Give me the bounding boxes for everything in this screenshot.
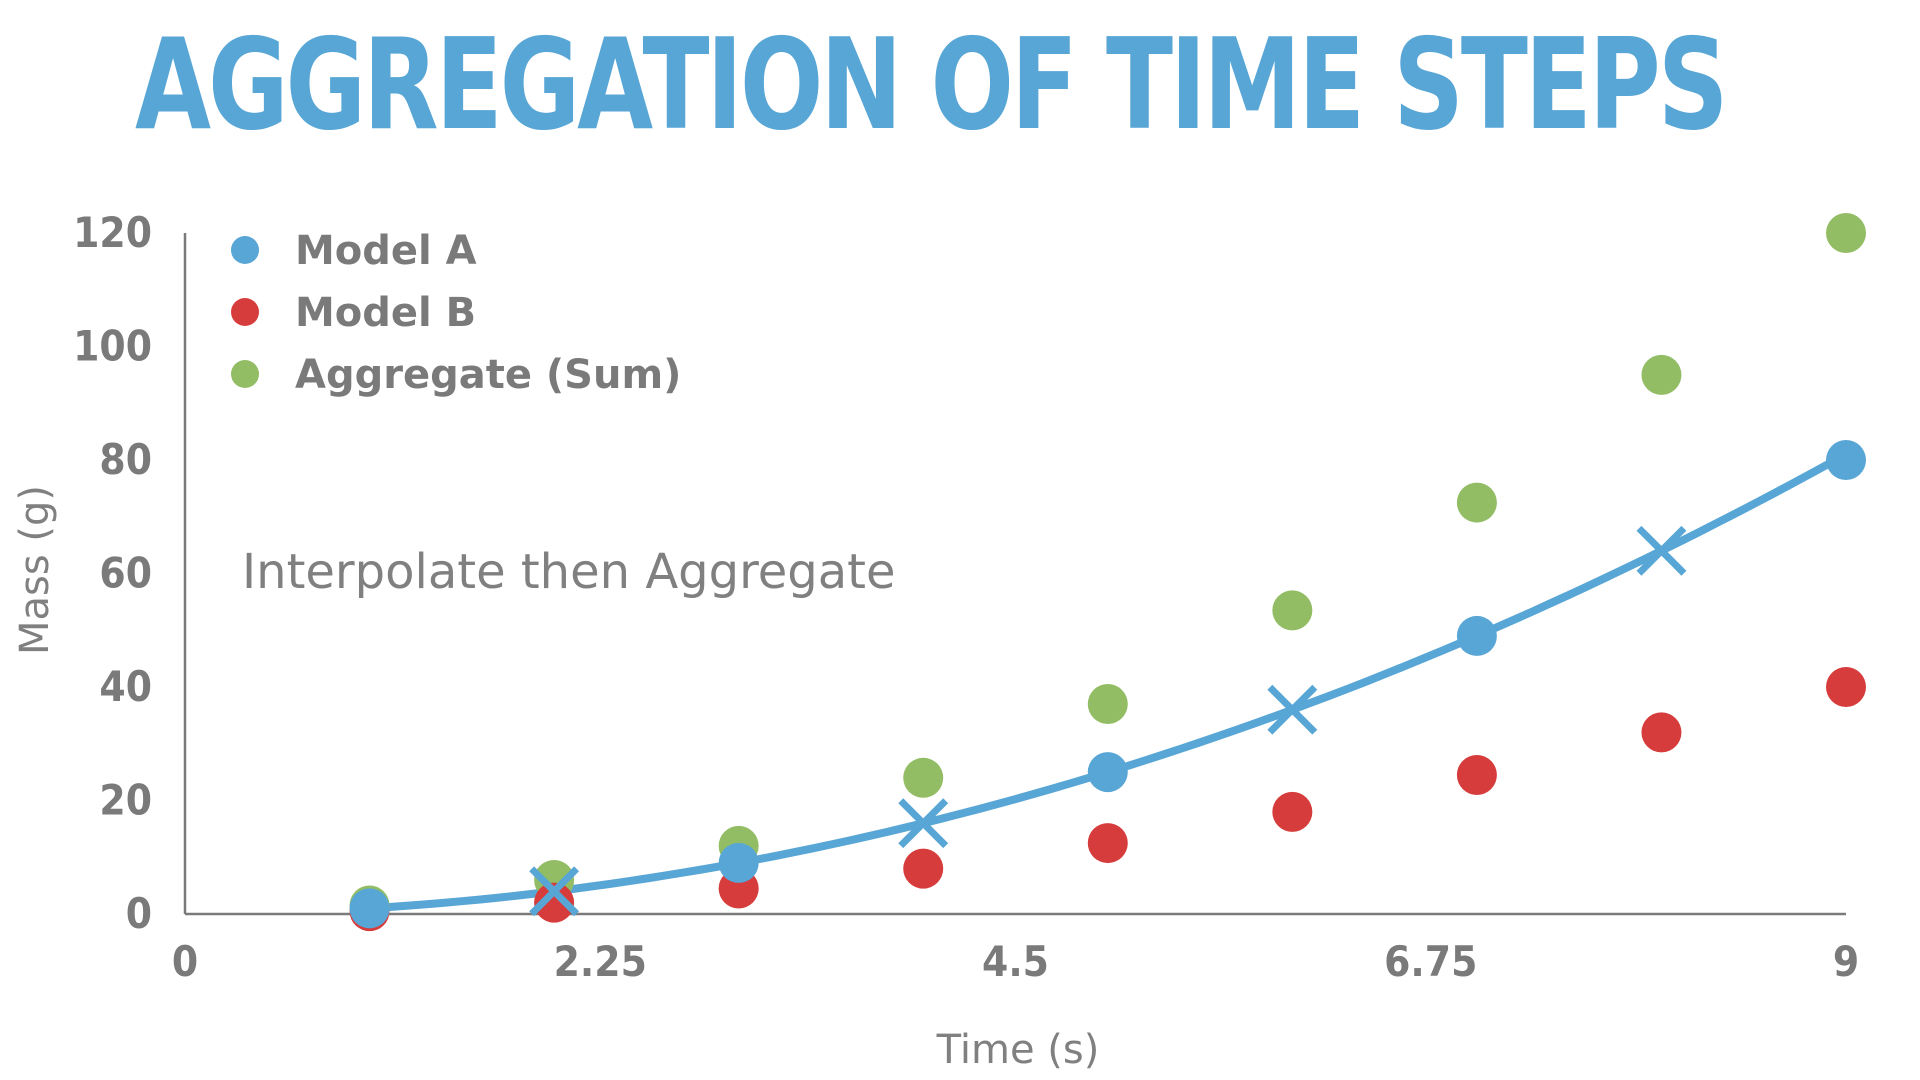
interpolated-x-marker <box>1636 525 1687 576</box>
model-b-point <box>1826 667 1866 707</box>
x-marker-stroke <box>898 798 949 849</box>
aggregate-point <box>1087 684 1128 725</box>
model-b-point <box>903 848 944 889</box>
model-a-point <box>1087 752 1128 793</box>
y-tick-label: 80 <box>99 435 152 484</box>
x-tick-label: 9 <box>1833 937 1859 986</box>
legend-label: Model A <box>295 228 477 274</box>
model-b-point <box>534 882 575 923</box>
x-marker-stroke <box>1636 525 1687 576</box>
legend-marker <box>231 236 259 264</box>
aggregate-point <box>903 757 944 798</box>
legend-label: Aggregate (Sum) <box>295 352 681 398</box>
interpolated-x-marker <box>898 798 949 849</box>
chart-axes: 0 20 40 60 80 100 120 0 2.25 4.5 6.75 9 <box>73 208 1859 986</box>
x-marker-stroke <box>529 866 580 917</box>
interpolated-x-marker <box>529 866 580 917</box>
x-marker-stroke <box>1267 684 1318 735</box>
legend-marker <box>231 360 259 388</box>
y-tick-label: 20 <box>99 776 152 825</box>
slide-title: AGGREGATION OF TIME STEPS <box>135 11 1728 158</box>
model-b-point <box>1087 823 1128 864</box>
y-tick-label: 100 <box>73 322 152 371</box>
chart-annotation: Interpolate then Aggregate <box>242 544 896 600</box>
x-tick-label: 0 <box>172 937 198 986</box>
x-tick-label: 4.5 <box>982 937 1049 986</box>
legend-marker <box>231 298 259 326</box>
legend-label: Model B <box>295 290 476 336</box>
x-axis-title: Time (s) <box>936 1027 1100 1073</box>
model-b-point <box>1641 712 1682 753</box>
x-tick-label: 6.75 <box>1384 937 1477 986</box>
aggregate-point <box>1456 482 1497 523</box>
y-tick-label: 120 <box>73 208 152 257</box>
data-points-layer <box>349 213 1866 932</box>
chart-legend: Model A Model B Aggregate (Sum) <box>231 228 681 398</box>
y-tick-label: 40 <box>99 662 152 711</box>
model-b-point <box>1456 754 1497 795</box>
y-tick-label: 0 <box>126 889 152 938</box>
aggregate-point <box>1826 213 1866 253</box>
interpolated-x-marker <box>1267 684 1318 735</box>
x-tick-label: 2.25 <box>554 937 647 986</box>
y-tick-label: 60 <box>99 549 152 598</box>
y-axis-title: Mass (g) <box>12 485 58 655</box>
aggregate-point <box>1641 354 1682 395</box>
model-a-point <box>1456 615 1497 656</box>
model-b-point <box>1272 791 1313 832</box>
model-a-point <box>718 842 759 883</box>
model-a-point <box>349 888 390 929</box>
aggregate-point <box>1272 590 1313 631</box>
model-a-point <box>1826 440 1866 480</box>
